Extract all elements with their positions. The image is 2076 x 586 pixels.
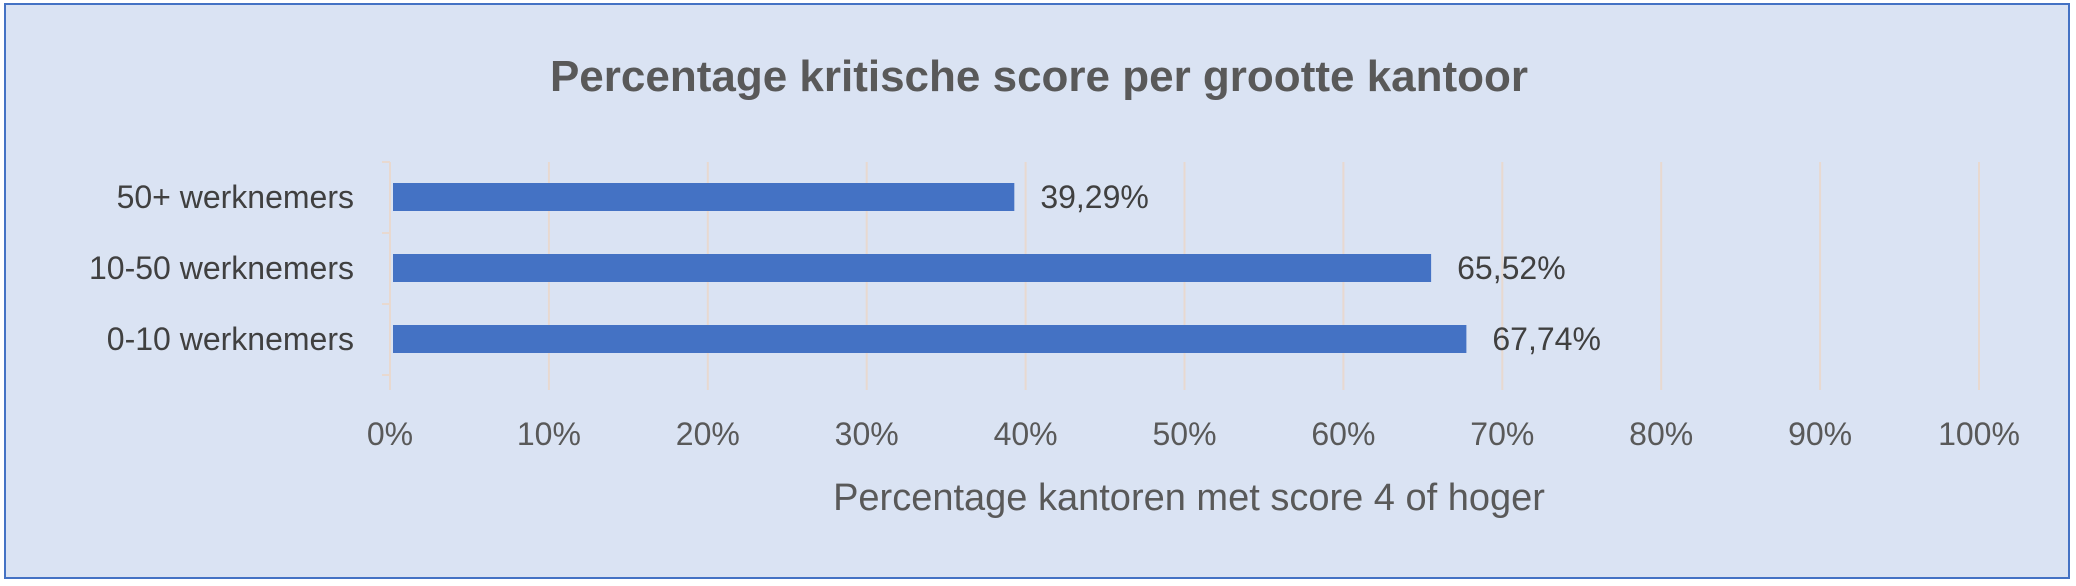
bar — [393, 183, 1015, 211]
x-tick-label: 0% — [367, 416, 413, 452]
x-tick-label: 60% — [1311, 416, 1375, 452]
category-label: 50+ werknemers — [117, 179, 354, 215]
x-tick-label: 80% — [1629, 416, 1693, 452]
data-label: 67,74% — [1492, 321, 1601, 357]
bar-chart: Percentage kritische score per grootte k… — [89, 52, 2020, 519]
chart-title: Percentage kritische score per grootte k… — [550, 52, 1528, 101]
x-tick-label: 40% — [994, 416, 1058, 452]
x-tick-label: 10% — [517, 416, 581, 452]
bar — [393, 325, 1467, 353]
x-tick-label: 90% — [1788, 416, 1852, 452]
labels: 0% 10% 20% 30% 40% 50% 60% 70% 80% 90% 100% 50+ wer… — [89, 179, 2020, 452]
bars — [393, 183, 1467, 353]
category-label: 10-50 werknemers — [89, 250, 354, 286]
bar — [393, 254, 1432, 282]
data-label: 65,52% — [1457, 250, 1566, 286]
category-label: 0-10 werknemers — [107, 321, 354, 357]
x-tick-label: 100% — [1938, 416, 2020, 452]
x-tick-label: 70% — [1470, 416, 1534, 452]
chart-area: Percentage kritische score per grootte k… — [4, 3, 2070, 579]
x-tick-label: 20% — [676, 416, 740, 452]
x-axis-title: Percentage kantoren met score 4 of hoger — [833, 477, 1545, 519]
data-label: 39,29% — [1040, 179, 1149, 215]
x-tick-label: 50% — [1152, 416, 1216, 452]
x-tick-label: 30% — [835, 416, 899, 452]
